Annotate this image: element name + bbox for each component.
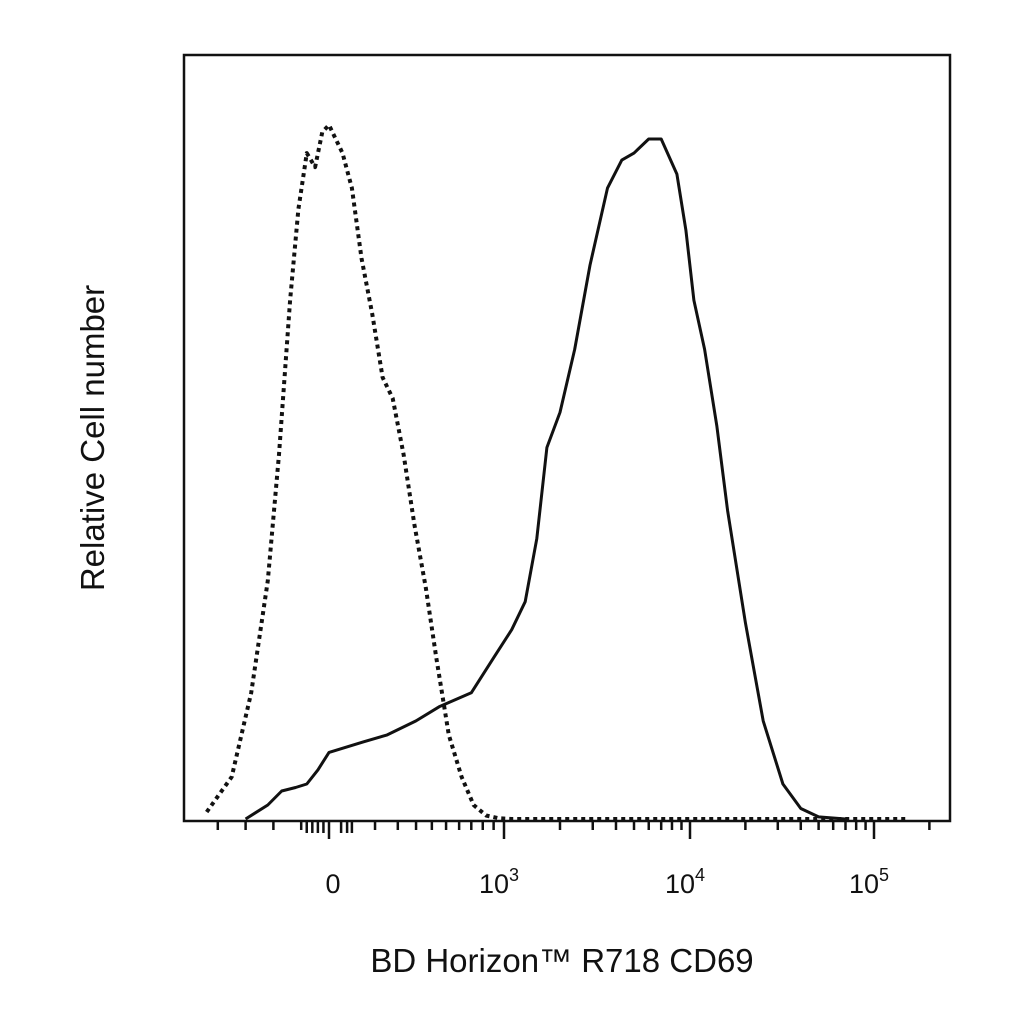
x-tick-label: 105 xyxy=(849,865,889,899)
y-axis-title: Relative Cell number xyxy=(74,285,111,591)
x-tick-label: 0 xyxy=(325,869,340,899)
series-layer xyxy=(205,123,907,821)
x-tick-label: 103 xyxy=(479,865,519,899)
plot-frame xyxy=(182,53,952,823)
control-histogram-dotted xyxy=(205,123,907,821)
x-tick-label: 104 xyxy=(665,865,705,899)
stained-histogram-solid xyxy=(244,137,846,821)
x-axis-title: BD Horizon™ R718 CD69 xyxy=(370,942,753,979)
x-axis-tick-labels: 0 103 104 105 xyxy=(325,865,889,899)
x-axis-ticks xyxy=(216,821,931,839)
